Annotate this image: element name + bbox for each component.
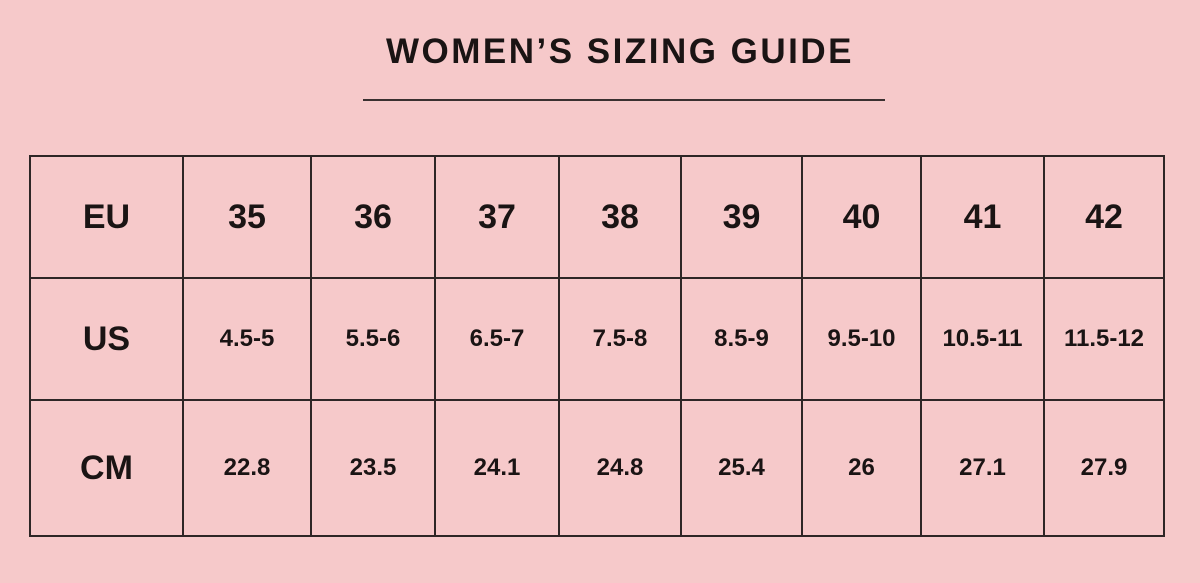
size-cell: 24.1 xyxy=(434,399,560,537)
size-cell: 9.5-10 xyxy=(801,277,922,401)
table-row-cm: CM 22.8 23.5 24.1 24.8 25.4 26 27.1 27.9 xyxy=(29,399,1165,537)
size-cell: 27.1 xyxy=(920,399,1045,537)
size-cell: 23.5 xyxy=(310,399,436,537)
size-cell: 40 xyxy=(801,155,922,279)
size-cell: 35 xyxy=(182,155,312,279)
size-cell: 27.9 xyxy=(1043,399,1165,537)
size-cell: 4.5-5 xyxy=(182,277,312,401)
table-row-eu: EU 35 36 37 38 39 40 41 42 xyxy=(29,155,1165,279)
size-cell: 37 xyxy=(434,155,560,279)
size-cell: 7.5-8 xyxy=(558,277,682,401)
size-table: EU 35 36 37 38 39 40 41 42 US 4.5-5 5.5-6 6.5-7 7.5-8… xyxy=(29,155,1165,537)
row-header: US xyxy=(29,277,184,401)
size-cell: 5.5-6 xyxy=(310,277,436,401)
size-cell: 8.5-9 xyxy=(680,277,803,401)
size-cell: 6.5-7 xyxy=(434,277,560,401)
size-cell: 39 xyxy=(680,155,803,279)
size-cell: 25.4 xyxy=(680,399,803,537)
row-header: EU xyxy=(29,155,184,279)
size-cell: 41 xyxy=(920,155,1045,279)
row-header: CM xyxy=(29,399,184,537)
title-underline xyxy=(363,99,885,101)
size-cell: 11.5-12 xyxy=(1043,277,1165,401)
size-cell: 26 xyxy=(801,399,922,537)
size-cell: 38 xyxy=(558,155,682,279)
table-row-us: US 4.5-5 5.5-6 6.5-7 7.5-8 8.5-9 9.5-10 10.5-11… xyxy=(29,277,1165,401)
size-cell: 24.8 xyxy=(558,399,682,537)
page-title: WOMEN’S SIZING GUIDE xyxy=(385,32,855,71)
size-cell: 42 xyxy=(1043,155,1165,279)
size-cell: 36 xyxy=(310,155,436,279)
size-cell: 22.8 xyxy=(182,399,312,537)
size-cell: 10.5-11 xyxy=(920,277,1045,401)
